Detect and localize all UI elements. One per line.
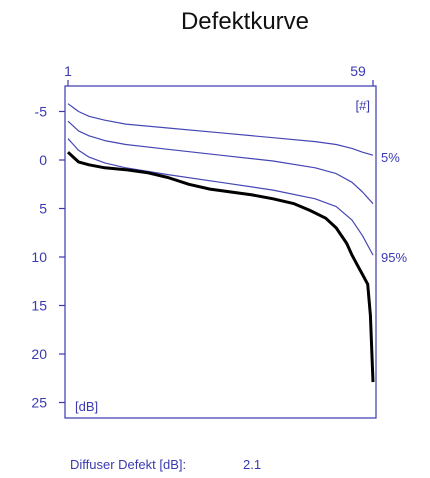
y-tick-label: 25 <box>31 395 47 411</box>
series-label: 95% <box>381 250 407 265</box>
series-labels: 5% 95% <box>381 150 407 265</box>
diffuse-defect-label: Diffuser Defekt [dB]: <box>70 457 186 472</box>
y-tick-label: 5 <box>39 201 47 217</box>
percentile-line-2 <box>67 120 374 205</box>
percentile-line-1 <box>67 103 374 156</box>
series-lines <box>66 103 375 383</box>
chart-title: Defektkurve <box>181 8 309 35</box>
y-tick-label: 15 <box>31 298 47 314</box>
y-tick-label: 20 <box>31 346 47 362</box>
x-tick-marks <box>67 80 374 86</box>
x-tick-label-last: 59 <box>350 63 366 79</box>
y-tick-label: 0 <box>39 152 47 168</box>
y-unit-label: [dB] <box>75 399 98 414</box>
measured-defect-line <box>66 151 375 383</box>
top-unit-label: [#] <box>356 98 370 113</box>
diffuse-defect-value: 2.1 <box>243 457 261 472</box>
plot-area-frame <box>64 85 377 419</box>
x-tick-label-first: 1 <box>64 63 72 79</box>
y-tick-label: 10 <box>31 249 47 265</box>
series-label: 5% <box>381 150 400 165</box>
percentile-line-3 <box>67 138 374 256</box>
y-tick-label: -5 <box>35 104 48 120</box>
y-axis: -5 0 5 10 15 20 25 <box>31 104 65 411</box>
